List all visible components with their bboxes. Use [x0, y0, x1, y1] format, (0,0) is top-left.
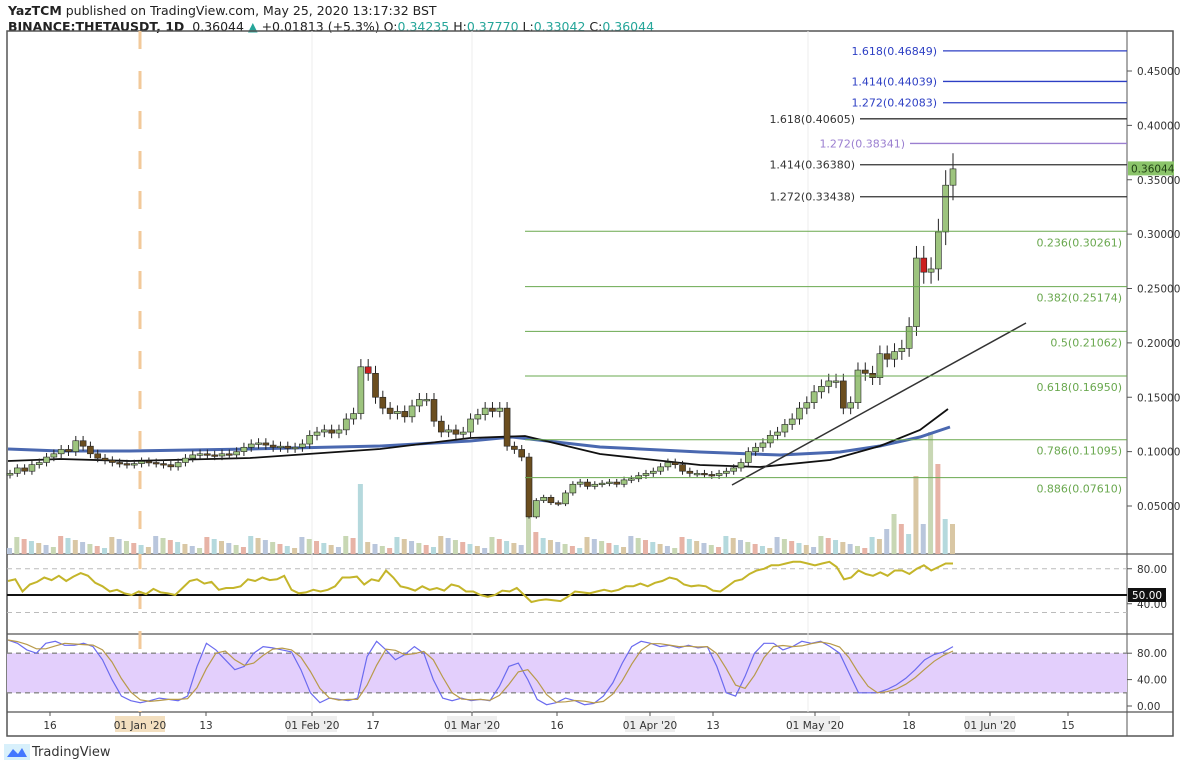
svg-text:0.00: 0.00: [1137, 701, 1160, 713]
svg-text:16: 16: [43, 720, 57, 732]
svg-text:17: 17: [366, 720, 379, 732]
svg-text:0.30000: 0.30000: [1137, 229, 1180, 241]
published-text: published on TradingView.com, May 25, 20…: [65, 3, 437, 18]
svg-text:0.786(0.11095): 0.786(0.11095): [1036, 445, 1122, 458]
svg-text:01 Jun '20: 01 Jun '20: [964, 720, 1017, 732]
svg-text:01 Mar '20: 01 Mar '20: [444, 720, 500, 732]
svg-text:0.382(0.25174): 0.382(0.25174): [1036, 292, 1122, 305]
tradingview-logo: TradingView: [4, 744, 111, 760]
svg-text:80.00: 80.00: [1137, 564, 1167, 576]
svg-text:0.40000: 0.40000: [1137, 120, 1180, 132]
svg-text:1.272(0.38341): 1.272(0.38341): [819, 137, 905, 150]
svg-text:50.00: 50.00: [1132, 590, 1162, 602]
svg-text:1.618(0.40605): 1.618(0.40605): [769, 113, 855, 126]
svg-text:18: 18: [902, 720, 915, 732]
svg-text:0.20000: 0.20000: [1137, 338, 1180, 350]
svg-text:0.25000: 0.25000: [1137, 284, 1180, 296]
svg-text:0.886(0.07610): 0.886(0.07610): [1036, 483, 1122, 496]
svg-text:1.272(0.33438): 1.272(0.33438): [769, 191, 855, 204]
svg-text:01 Feb '20: 01 Feb '20: [285, 720, 340, 732]
svg-text:01 Apr '20: 01 Apr '20: [623, 720, 677, 732]
svg-text:1.414(0.36380): 1.414(0.36380): [769, 159, 855, 172]
svg-text:16: 16: [550, 720, 564, 732]
svg-text:0.36044: 0.36044: [1131, 163, 1175, 175]
brand-label: TradingView: [32, 744, 111, 760]
svg-text:0.618(0.16950): 0.618(0.16950): [1036, 381, 1122, 394]
svg-text:15: 15: [1061, 720, 1074, 732]
svg-text:1.414(0.44039): 1.414(0.44039): [851, 75, 937, 88]
svg-text:80.00: 80.00: [1137, 648, 1167, 660]
publish-info: YazTCM published on TradingView.com, May…: [8, 3, 437, 18]
svg-text:0.236(0.30261): 0.236(0.30261): [1036, 236, 1122, 249]
svg-text:01 Jan '20: 01 Jan '20: [114, 720, 166, 732]
svg-text:13: 13: [706, 720, 719, 732]
svg-text:0.10000: 0.10000: [1137, 447, 1180, 459]
svg-text:0.45000: 0.45000: [1137, 66, 1180, 78]
svg-text:1.272(0.42083): 1.272(0.42083): [851, 97, 937, 110]
up-arrow-icon: ▲: [247, 19, 258, 34]
svg-text:0.05000: 0.05000: [1137, 501, 1180, 513]
svg-text:13: 13: [199, 720, 212, 732]
svg-text:0.5(0.21062): 0.5(0.21062): [1050, 336, 1122, 349]
svg-text:1.618(0.46849): 1.618(0.46849): [851, 45, 937, 58]
author: YazTCM: [8, 3, 62, 18]
svg-text:40.00: 40.00: [1137, 675, 1167, 687]
svg-text:01 May '20: 01 May '20: [786, 720, 844, 732]
svg-text:0.15000: 0.15000: [1137, 392, 1180, 404]
svg-text:0.35000: 0.35000: [1137, 175, 1180, 187]
tradingview-logo-icon: [4, 744, 30, 760]
